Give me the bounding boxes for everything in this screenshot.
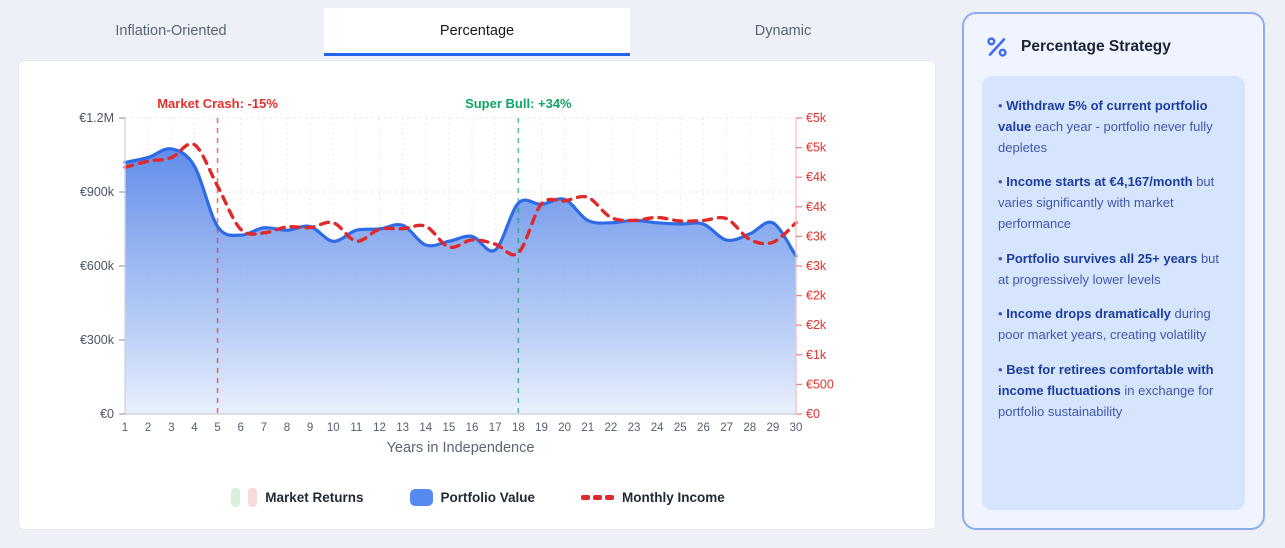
- svg-text:2: 2: [145, 422, 151, 434]
- tab-inflation-oriented[interactable]: Inflation-Oriented: [18, 8, 324, 56]
- svg-text:€2k: €2k: [806, 318, 827, 332]
- chart-section: Inflation-Oriented Percentage Dynamic €1…: [18, 8, 936, 530]
- legend-portfolio-value[interactable]: Portfolio Value: [409, 488, 536, 507]
- portfolio-chart: €1.2M €900k €600k €300k €0 €5k €5k €4k €4k €3k €3k…: [79, 96, 834, 456]
- svg-text:3: 3: [168, 422, 174, 434]
- svg-text:10: 10: [327, 422, 340, 434]
- strategy-bullet: • Withdraw 5% of current portfolio value…: [998, 98, 1213, 155]
- strategy-tabs: Inflation-Oriented Percentage Dynamic: [18, 8, 936, 56]
- chart-card: €1.2M €900k €600k €300k €0 €5k €5k €4k €4k €3k €3k…: [18, 60, 936, 530]
- svg-text:22: 22: [604, 422, 617, 434]
- svg-text:€1k: €1k: [806, 348, 827, 362]
- svg-text:8: 8: [284, 422, 290, 434]
- svg-text:1: 1: [122, 422, 128, 434]
- svg-text:18: 18: [512, 422, 525, 434]
- svg-text:30: 30: [790, 422, 803, 434]
- legend-label: Portfolio Value: [440, 490, 536, 505]
- svg-text:€5k: €5k: [806, 141, 827, 155]
- panel-header: Percentage Strategy: [984, 34, 1243, 60]
- legend-market-returns[interactable]: Market Returns: [231, 488, 364, 507]
- legend-label: Market Returns: [265, 490, 364, 505]
- svg-text:€2k: €2k: [806, 289, 827, 303]
- svg-text:€900k: €900k: [80, 185, 115, 199]
- strategy-bullet: • Income starts at €4,167/month but vari…: [998, 174, 1215, 231]
- svg-text:20: 20: [558, 422, 571, 434]
- chart-legend: Market Returns Portfolio Value Monthly I…: [21, 488, 935, 507]
- svg-text:€4k: €4k: [806, 170, 827, 184]
- svg-text:29: 29: [766, 422, 779, 434]
- svg-text:25: 25: [674, 422, 687, 434]
- strategy-notes: • Withdraw 5% of current portfolio value…: [982, 76, 1245, 510]
- tab-label: Inflation-Oriented: [115, 22, 227, 39]
- svg-text:12: 12: [373, 422, 386, 434]
- svg-text:15: 15: [443, 422, 456, 434]
- svg-text:26: 26: [697, 422, 710, 434]
- percent-icon: [987, 37, 1007, 57]
- market-returns-negative-swatch: [248, 488, 258, 507]
- svg-text:16: 16: [466, 422, 479, 434]
- strategy-bullet: • Best for retirees comfortable with inc…: [998, 361, 1214, 419]
- legend-label: Monthly Income: [622, 490, 725, 505]
- svg-text:4: 4: [191, 422, 198, 434]
- strategy-panel: Percentage Strategy • Withdraw 5% of cur…: [962, 12, 1265, 530]
- svg-text:6: 6: [237, 422, 243, 434]
- svg-text:€3k: €3k: [806, 259, 827, 273]
- panel-title: Percentage Strategy: [1021, 38, 1171, 55]
- svg-text:21: 21: [581, 422, 594, 434]
- svg-text:24: 24: [651, 422, 664, 434]
- svg-text:€1.2M: €1.2M: [79, 111, 114, 125]
- svg-text:14: 14: [419, 422, 432, 434]
- svg-text:13: 13: [396, 422, 409, 434]
- tab-label: Percentage: [439, 22, 515, 39]
- svg-text:€3k: €3k: [806, 229, 827, 243]
- monthly-income-swatch: [581, 495, 615, 500]
- svg-text:€500: €500: [806, 377, 834, 391]
- svg-text:€300k: €300k: [80, 333, 115, 347]
- tab-percentage[interactable]: Percentage: [324, 8, 630, 56]
- svg-text:€4k: €4k: [806, 200, 827, 214]
- tab-label: Dynamic: [754, 22, 812, 39]
- svg-text:17: 17: [489, 422, 502, 434]
- market-returns-positive-swatch: [231, 488, 241, 507]
- svg-text:28: 28: [743, 422, 756, 434]
- svg-text:5: 5: [214, 422, 220, 434]
- svg-text:9: 9: [307, 422, 313, 434]
- svg-text:23: 23: [628, 422, 641, 434]
- svg-text:11: 11: [350, 422, 362, 434]
- portfolio-value-swatch: [409, 489, 433, 506]
- legend-monthly-income[interactable]: Monthly Income: [581, 488, 725, 507]
- svg-text:Market Crash: -15%: Market Crash: -15%: [157, 96, 278, 111]
- svg-text:Years in Independence: Years in Independence: [387, 440, 535, 456]
- strategy-bullet: • Portfolio survives all 25+ years but a…: [998, 250, 1220, 287]
- svg-text:7: 7: [261, 422, 267, 434]
- svg-text:€0: €0: [806, 407, 820, 421]
- svg-text:€0: €0: [100, 407, 114, 421]
- strategy-bullet: • Income drops dramatically during poor …: [998, 306, 1211, 343]
- svg-text:Super Bull: +34%: Super Bull: +34%: [465, 96, 572, 111]
- svg-text:€5k: €5k: [806, 111, 827, 125]
- svg-text:€600k: €600k: [80, 259, 115, 273]
- svg-text:27: 27: [720, 422, 733, 434]
- tab-dynamic[interactable]: Dynamic: [630, 8, 936, 56]
- svg-text:19: 19: [535, 422, 548, 434]
